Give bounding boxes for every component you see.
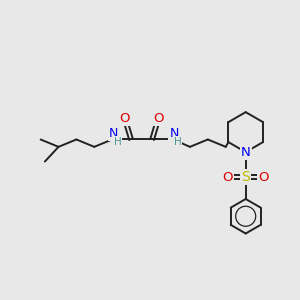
Text: N: N (109, 127, 119, 140)
Text: O: O (258, 171, 269, 184)
Text: S: S (241, 170, 250, 184)
Text: O: O (223, 171, 233, 184)
Text: O: O (119, 112, 130, 125)
Text: H: H (113, 136, 121, 147)
Text: N: N (241, 146, 250, 159)
Text: H: H (174, 136, 182, 147)
Text: O: O (153, 112, 164, 125)
Text: N: N (169, 127, 179, 140)
